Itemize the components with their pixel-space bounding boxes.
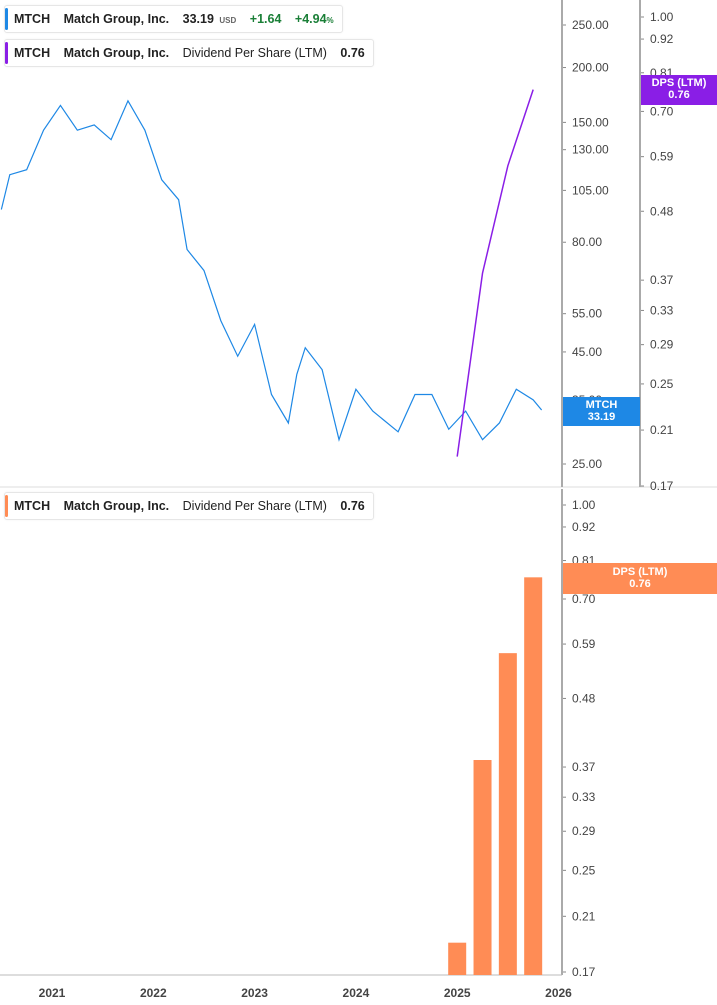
legend-metric: Dividend Per Share (LTM)	[182, 499, 327, 513]
bottom-tick-label: 0.33	[572, 790, 596, 804]
badge-label: DPS (LTM)	[612, 566, 668, 578]
dps-tick-label: 0.21	[650, 423, 674, 437]
dps-legend-color	[5, 495, 8, 517]
bottom-tick-label: 1.00	[572, 498, 596, 512]
dps-line	[456, 89, 534, 457]
legend-metric: Dividend Per Share (LTM)	[182, 46, 327, 60]
price-legend-color	[5, 8, 8, 30]
x-tick-label: 2021	[39, 986, 66, 1000]
x-tick-label: 2022	[140, 986, 167, 1000]
price-line	[0, 99, 543, 442]
dps-badge-top: DPS (LTM) 0.76	[641, 75, 717, 105]
legend-value: 0.76	[340, 499, 365, 513]
dps-legend-color	[5, 42, 8, 64]
x-tick-label: 2026	[545, 986, 572, 1000]
legend-company: Match Group, Inc.	[63, 499, 170, 513]
badge-value: 33.19	[587, 411, 616, 423]
dps-bar	[498, 653, 517, 975]
badge-value: 0.76	[629, 578, 651, 590]
dps-tick-label: 0.59	[650, 150, 674, 164]
dps-bar	[524, 577, 543, 975]
legend-ticker: MTCH	[14, 12, 51, 26]
price-tick-label: 80.00	[572, 235, 602, 249]
price-tick-label: 25.00	[572, 457, 602, 471]
badge-label: MTCH	[585, 399, 618, 411]
price-tick-label: 200.00	[572, 61, 609, 75]
bottom-tick-label: 0.48	[572, 691, 596, 705]
price-tick-label: 150.00	[572, 115, 609, 129]
bottom-tick-label: 0.59	[572, 637, 596, 651]
legend-company: Match Group, Inc.	[63, 12, 170, 26]
legend-company: Match Group, Inc.	[63, 46, 170, 60]
legend-currency: USD	[219, 16, 237, 25]
dps-tick-label: 0.33	[650, 303, 674, 317]
legend-pct-sign: %	[326, 16, 334, 25]
legend-price: 33.19	[182, 12, 214, 26]
bottom-tick-label: 0.21	[572, 909, 596, 923]
bottom-tick-label: 0.92	[572, 520, 596, 534]
dps-legend-bottom[interactable]: MTCH Match Group, Inc. Dividend Per Shar…	[4, 492, 374, 520]
bottom-tick-label: 0.25	[572, 863, 596, 877]
dps-tick-label: 0.17	[650, 479, 674, 493]
price-tick-label: 45.00	[572, 345, 602, 359]
dps-tick-label: 0.92	[650, 32, 674, 46]
x-tick-label: 2024	[343, 986, 370, 1000]
x-tick-label: 2025	[444, 986, 471, 1000]
dps-tick-label: 0.48	[650, 204, 674, 218]
dps-tick-label: 0.25	[650, 377, 674, 391]
dps-badge-bottom: DPS (LTM) 0.76	[563, 563, 717, 594]
price-tick-label: 55.00	[572, 307, 602, 321]
price-tick-label: 250.00	[572, 18, 609, 32]
dps-bar	[448, 942, 467, 975]
bottom-tick-label: 0.29	[572, 824, 596, 838]
legend-ticker: MTCH	[14, 499, 51, 513]
dps-legend-top[interactable]: MTCH Match Group, Inc. Dividend Per Shar…	[4, 39, 374, 67]
badge-value: 0.76	[668, 89, 690, 101]
legend-ticker: MTCH	[14, 46, 51, 60]
bottom-tick-label: 0.70	[572, 592, 596, 606]
price-tick-label: 105.00	[572, 183, 609, 197]
x-tick-label: 2023	[241, 986, 268, 1000]
legend-value: 0.76	[340, 46, 365, 60]
dps-tick-label: 1.00	[650, 10, 674, 24]
price-legend[interactable]: MTCH Match Group, Inc. 33.19 USD +1.64 +…	[4, 5, 343, 33]
bottom-tick-label: 0.17	[572, 965, 596, 979]
badge-label: DPS (LTM)	[651, 77, 707, 89]
dps-tick-label: 0.70	[650, 104, 674, 118]
price-tick-label: 130.00	[572, 143, 609, 157]
legend-change: +1.64	[249, 12, 282, 26]
bottom-tick-label: 0.37	[572, 760, 596, 774]
dps-tick-label: 0.29	[650, 338, 674, 352]
dps-tick-label: 0.37	[650, 273, 674, 287]
price-badge: MTCH 33.19	[563, 397, 640, 426]
legend-change-pct: +4.94	[294, 12, 327, 26]
dps-bar	[473, 760, 492, 975]
